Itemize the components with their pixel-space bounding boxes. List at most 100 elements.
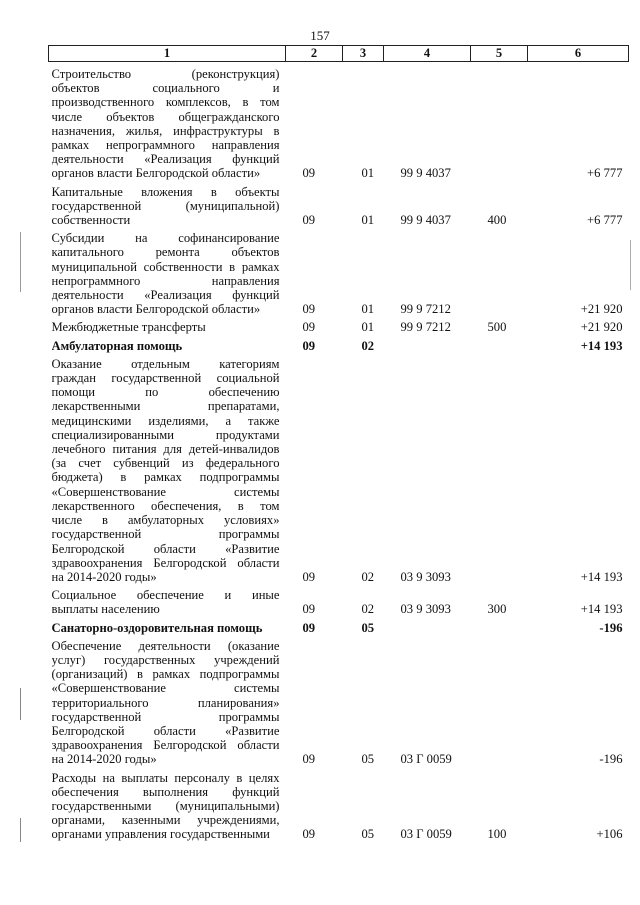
expense-type-code: [471, 231, 528, 320]
header-col-1: 1: [48, 45, 286, 62]
description-line: непрограммного направления: [51, 273, 280, 288]
description-line: Белгородской области «Развитие: [51, 723, 280, 738]
description-line: Строительство (реконструкция): [51, 67, 280, 81]
section-code: 09: [302, 213, 316, 228]
amount: +14 193: [580, 602, 623, 617]
description-line: государственной программы: [51, 709, 280, 724]
amount: -196: [599, 752, 623, 767]
table-row: Амбулаторная помощь 09 02 +14 193: [49, 339, 629, 357]
description-line: граждан государственной социальной: [51, 371, 280, 386]
description-line: Расходы на выплаты персоналу в целях: [51, 770, 280, 785]
expense-type-code: 400: [487, 213, 507, 228]
description-line: здравоохранения Белгородской области: [51, 555, 280, 570]
table-row: Оказание отдельным категориям граждан гос…: [49, 357, 629, 588]
table-row: Субсидии на софинансирование капитального…: [49, 231, 629, 320]
amount: +14 193: [580, 569, 623, 584]
description-line: медицинскими изделиями, а также: [51, 413, 280, 428]
subsection-code: 01: [361, 166, 375, 181]
description-line: органами, казенными учреждениями,: [51, 813, 280, 828]
description-line: выплаты населению: [51, 602, 160, 617]
section-code: 09: [302, 320, 316, 335]
subsection-code: 01: [361, 302, 375, 317]
description-line: «Совершенствование системы: [51, 681, 280, 696]
description-line: Амбулаторная помощь: [51, 338, 183, 353]
row-description: Межбюджетные трансферты: [49, 320, 286, 338]
description-line: Социальное обеспечение и иные: [51, 588, 280, 603]
section-code: 09: [302, 302, 316, 317]
expense-type-code: [471, 339, 528, 357]
target-article-code: [384, 339, 471, 357]
header-col-6: 6: [527, 45, 629, 62]
page-number: 157: [310, 28, 330, 43]
section-code: 09: [302, 338, 316, 353]
expense-type-code: [471, 62, 528, 185]
subsection-code: 01: [361, 213, 375, 228]
scan-artifact: [20, 688, 21, 720]
subsection-code: 05: [361, 827, 375, 842]
description-line: назначения, жилья, инфраструктуры в: [51, 123, 280, 138]
description-line: числе объектов общегражданского: [51, 109, 280, 124]
budget-table: 1 2 3 4 5 6 Строительство (реконструкция…: [48, 45, 629, 846]
table-row: Санаторно-оздоровительная помощь 09 05 -196: [49, 621, 629, 639]
subsection-code: 01: [361, 320, 375, 335]
target-article-code: 99 9 7212: [400, 320, 451, 335]
section-code: 09: [302, 827, 316, 842]
amount: -196: [599, 620, 623, 635]
target-article-code: 99 9 4037: [400, 213, 451, 228]
target-article-code: 99 9 7212: [400, 302, 451, 317]
description-line: органов власти Белгородской области»: [51, 302, 261, 317]
section-code: 09: [302, 620, 316, 635]
description-line: деятельности «Реализация функций: [51, 288, 280, 303]
target-article-code: 99 9 4037: [400, 166, 451, 181]
amount: +14 193: [580, 338, 623, 353]
target-article-code: 03 9 3093: [400, 569, 451, 584]
description-line: лекарственными препаратами,: [51, 399, 280, 414]
description-line: специализированными продуктами: [51, 427, 280, 442]
expense-type-code: [471, 621, 528, 639]
description-line: Капитальные вложения в объекты: [51, 184, 280, 199]
description-line: числе в амбулаторных условиях»: [51, 513, 280, 528]
row-description: Оказание отдельным категориям граждан гос…: [49, 357, 286, 588]
description-line: территориального планирования»: [51, 695, 280, 710]
description-line: Субсидии на софинансирование: [51, 231, 280, 246]
description-line: на 2014-2020 годы»: [51, 752, 157, 767]
target-article-code: 03 Г 0059: [400, 827, 452, 842]
description-line: органами управления государственными: [51, 827, 270, 842]
expense-type-code: [471, 357, 528, 588]
row-description: Субсидии на софинансирование капитального…: [49, 231, 286, 320]
description-line: производственного комплексов, в том: [51, 95, 280, 110]
description-line: Обеспечение деятельности (оказание: [51, 638, 280, 653]
scan-artifact: [20, 818, 21, 842]
scan-artifact: [630, 240, 631, 290]
amount: +6 777: [587, 166, 623, 181]
header-row: 1 2 3 4 5 6: [48, 45, 629, 62]
expense-type-code: 300: [487, 602, 507, 617]
scan-artifact: [20, 232, 21, 292]
section-code: 09: [302, 166, 316, 181]
description-line: услуг) государственных учреждений: [51, 652, 280, 667]
description-line: помощи по обеспечению: [51, 385, 280, 400]
expense-type-code: [471, 639, 528, 771]
description-line: обеспечения выполнения функций: [51, 784, 280, 799]
row-description: Санаторно-оздоровительная помощь: [49, 621, 286, 639]
subsection-code: 02: [361, 338, 375, 353]
amount: +21 920: [580, 320, 623, 335]
description-line: деятельности «Реализация функций: [51, 152, 280, 167]
description-line: (организаций) в рамках подпрограммы: [51, 667, 280, 682]
description-line: «Совершенствование системы: [51, 484, 280, 499]
description-line: государственной программы: [51, 527, 280, 542]
description-line: бюджета) в рамках подпрограммы: [51, 470, 280, 485]
description-line: Оказание отдельным категориям: [51, 356, 280, 371]
description-line: здравоохранения Белгородской области: [51, 738, 280, 753]
expense-type-code: 500: [487, 320, 507, 335]
row-description: Обеспечение деятельности (оказание услуг)…: [49, 639, 286, 771]
subsection-code: 02: [361, 602, 375, 617]
amount: +21 920: [580, 302, 623, 317]
subsection-code: 05: [361, 620, 375, 635]
section-code: 09: [302, 602, 316, 617]
table-row: Строительство (реконструкция) объектов со…: [49, 62, 629, 185]
table-row: Межбюджетные трансферты 09 01 99 9 7212 500 +…: [49, 320, 629, 338]
description-line: рамках непрограммного направления: [51, 138, 280, 153]
section-code: 09: [302, 752, 316, 767]
amount: +106: [596, 827, 623, 842]
